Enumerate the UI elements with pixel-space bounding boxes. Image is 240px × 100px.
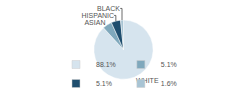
svg-text:HISPANIC: HISPANIC	[82, 12, 115, 19]
svg-text:5.1%: 5.1%	[96, 80, 112, 87]
svg-text:1.6%: 1.6%	[161, 80, 177, 87]
svg-text:WHITE: WHITE	[136, 76, 159, 84]
svg-text:BLACK: BLACK	[97, 5, 120, 12]
svg-text:88.1%: 88.1%	[96, 61, 116, 68]
svg-text:5.1%: 5.1%	[161, 61, 177, 68]
svg-text:ASIAN: ASIAN	[84, 19, 105, 26]
